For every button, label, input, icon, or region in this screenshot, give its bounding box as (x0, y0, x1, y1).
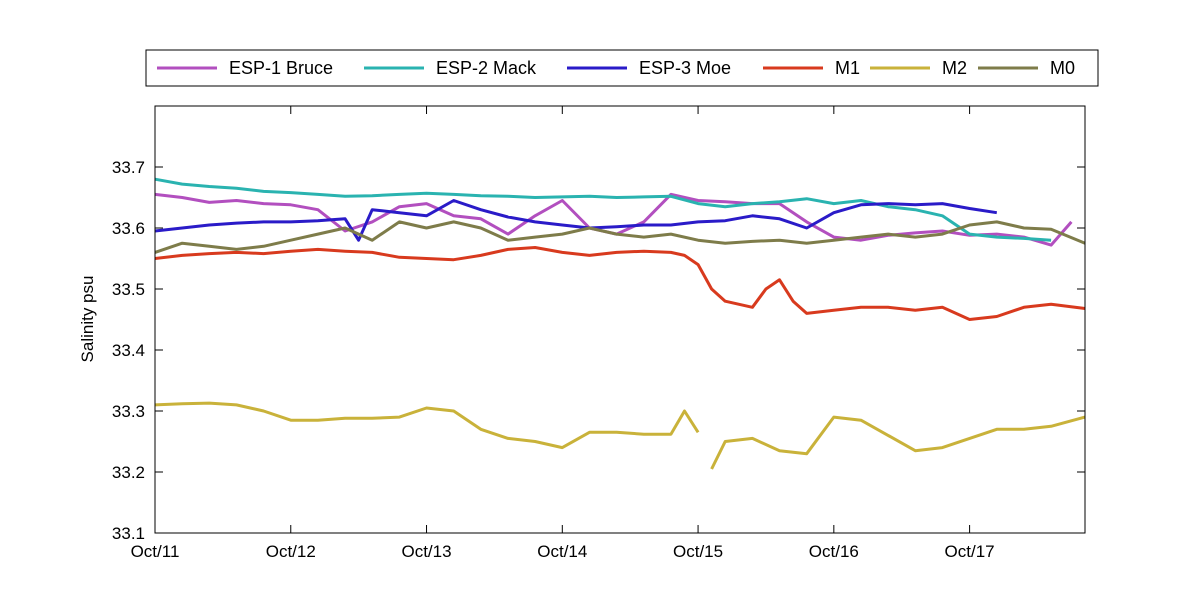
y-tick-label: 33.3 (112, 402, 145, 421)
x-tick-label: Oct/14 (537, 542, 587, 561)
x-tick-label: Oct/12 (266, 542, 316, 561)
x-tick-label: Oct/16 (809, 542, 859, 561)
legend: ESP-1 Bruce ESP-2 Mack ESP-3 Moe M1 M2 M0 (145, 49, 1099, 87)
legend-label: M2 (942, 58, 967, 78)
series-line-esp-3-moe (154, 199, 998, 242)
legend-label: ESP-1 Bruce (229, 58, 333, 78)
legend-label: M1 (835, 58, 860, 78)
y-tick-label: 33.6 (112, 219, 145, 238)
y-tick-label: 33.1 (112, 524, 145, 543)
series-line-esp-2-mack (154, 177, 1052, 242)
x-axis: Oct/11 Oct/12 Oct/13 Oct/14 Oct/15 Oct/16 Oct/… (131, 106, 995, 561)
legend-label: M0 (1050, 58, 1075, 78)
x-tick-label: Oct/15 (673, 542, 723, 561)
y-tick-label: 33.4 (112, 341, 145, 360)
series-line-m0 (154, 220, 1086, 254)
y-axis-label: Salinity psu (78, 276, 97, 363)
y-tick-label: 33.5 (112, 280, 145, 299)
x-tick-label: Oct/17 (945, 542, 995, 561)
series-line-m1 (154, 246, 1086, 321)
y-axis: 33.1 33.2 33.3 33.4 33.5 33.6 33.7 (112, 158, 1085, 543)
plot-area (155, 106, 1085, 533)
legend-label: ESP-2 Mack (436, 58, 537, 78)
x-tick-label: Oct/13 (401, 542, 451, 561)
plot-frame (154, 105, 1086, 534)
legend-label: ESP-3 Moe (639, 58, 731, 78)
y-tick-label: 33.7 (112, 158, 145, 177)
series-layer (154, 177, 1086, 470)
x-tick-label: Oct/11 (131, 542, 180, 561)
y-tick-label: 33.2 (112, 463, 145, 482)
series-line-m2 (154, 401, 1086, 470)
